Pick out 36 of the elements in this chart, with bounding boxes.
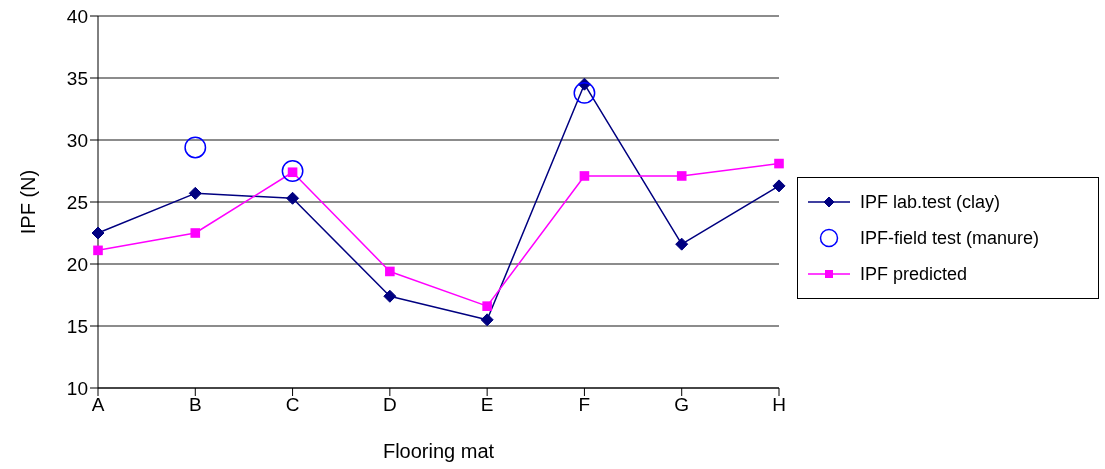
legend-label: IPF-field test (manure) <box>860 227 1040 249</box>
point <box>184 136 207 159</box>
y-axis-title: IPF (N) <box>17 169 40 235</box>
x-tick-label: B <box>188 394 202 416</box>
legend-label: IPF lab.test (clay) <box>860 191 1001 213</box>
legend-label: IPF predicted <box>860 263 968 285</box>
point <box>281 160 304 182</box>
x-tick-label: C <box>285 394 300 416</box>
x-axis-title: Flooring mat <box>382 440 495 462</box>
point <box>190 228 201 238</box>
y-tick-label: 20 <box>66 253 88 275</box>
point <box>774 158 784 169</box>
y-tick-label: 15 <box>66 315 88 337</box>
point <box>482 301 492 311</box>
y-tick-label: 10 <box>66 377 88 399</box>
point <box>573 81 596 104</box>
x-tick-label: G <box>674 394 690 416</box>
point <box>676 171 687 181</box>
y-tick-label: 30 <box>66 129 88 151</box>
x-tick-label: E <box>480 394 494 416</box>
point <box>91 226 105 240</box>
point <box>93 245 103 256</box>
point <box>188 186 202 200</box>
point <box>480 313 494 327</box>
y-tick-label: 40 <box>66 5 88 27</box>
point <box>579 171 590 181</box>
y-tick-label: 25 <box>66 191 88 213</box>
x-tick-label: F <box>578 394 591 416</box>
x-tick-label: A <box>91 394 105 416</box>
point <box>383 289 397 303</box>
x-tick-label: D <box>382 394 397 416</box>
point <box>385 266 395 277</box>
y-tick-label: 35 <box>66 67 88 89</box>
x-tick-label: H <box>772 394 786 416</box>
point <box>286 191 300 205</box>
point <box>772 179 786 193</box>
